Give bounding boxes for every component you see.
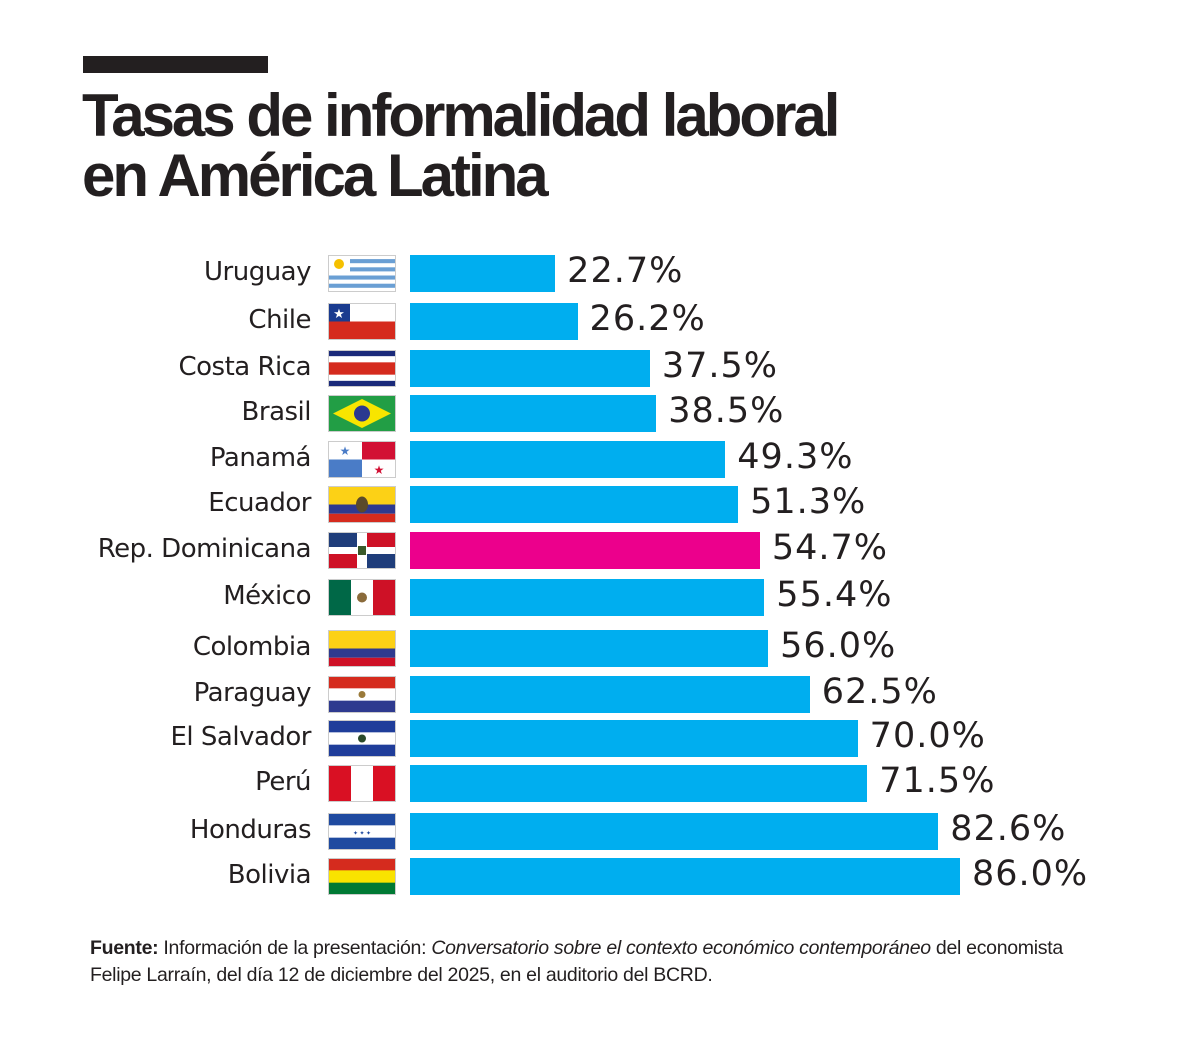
flag-bolivia-icon bbox=[328, 858, 396, 895]
bar bbox=[410, 579, 765, 616]
svg-text:★: ★ bbox=[333, 306, 345, 321]
bar bbox=[410, 303, 578, 340]
value-label: 55.4% bbox=[776, 575, 893, 615]
flag-peru-icon bbox=[328, 765, 396, 802]
flag-mexico-icon bbox=[328, 579, 396, 616]
value-label: 70.0% bbox=[869, 716, 986, 756]
svg-text:★: ★ bbox=[340, 444, 351, 458]
flag-panama-icon: ★★ bbox=[328, 441, 396, 478]
bar bbox=[410, 765, 868, 802]
value-label: 49.3% bbox=[737, 437, 854, 477]
category-label: Colombia bbox=[192, 632, 312, 662]
chart-title: Tasas de informalidad laboral en América… bbox=[82, 82, 840, 209]
value-label: 71.5% bbox=[879, 761, 996, 801]
flag-ecuador-icon bbox=[328, 486, 396, 523]
flag-rep-dominicana-icon bbox=[328, 532, 396, 569]
category-label: Brasil bbox=[241, 397, 312, 427]
value-label: 37.5% bbox=[661, 346, 778, 386]
category-label: Rep. Dominicana bbox=[97, 534, 312, 564]
category-label: Bolivia bbox=[227, 860, 312, 890]
category-label: Ecuador bbox=[208, 488, 311, 518]
category-label: Panamá bbox=[209, 443, 312, 473]
footnote-label: Fuente: bbox=[90, 937, 159, 959]
title-line-1: Tasas de informalidad laboral bbox=[82, 82, 840, 149]
bar bbox=[410, 676, 810, 713]
value-label: 22.7% bbox=[567, 251, 684, 291]
bar bbox=[410, 486, 739, 523]
flag-honduras-icon: ✦ ✦ ✦ bbox=[328, 813, 396, 850]
bar bbox=[410, 532, 760, 569]
category-label: Perú bbox=[255, 767, 311, 797]
flag-brasil-icon bbox=[328, 395, 396, 432]
bar bbox=[410, 350, 650, 387]
bar bbox=[410, 255, 556, 292]
category-label: Costa Rica bbox=[178, 352, 311, 382]
svg-text:✦ ✦ ✦: ✦ ✦ ✦ bbox=[353, 830, 371, 837]
footnote: Fuente: Información de la presentación: … bbox=[90, 935, 1100, 989]
value-label: 54.7% bbox=[771, 528, 888, 568]
bar bbox=[410, 395, 657, 432]
bar bbox=[410, 630, 769, 667]
category-label: Chile bbox=[248, 305, 311, 335]
bar bbox=[410, 720, 858, 757]
footnote-text-end: del economista Felipe Larraín, del día 1… bbox=[90, 937, 1063, 986]
category-label: El Salvador bbox=[170, 722, 312, 752]
value-label: 51.3% bbox=[750, 482, 867, 522]
value-label: 26.2% bbox=[589, 299, 706, 339]
bar bbox=[410, 813, 939, 850]
decorative-bar bbox=[83, 56, 268, 73]
flag-colombia-icon bbox=[328, 630, 396, 667]
title-line-2: en América Latina bbox=[82, 142, 549, 209]
flag-el-salvador-icon bbox=[328, 720, 396, 757]
value-label: 56.0% bbox=[780, 626, 897, 666]
value-label: 62.5% bbox=[821, 672, 938, 712]
category-label: Uruguay bbox=[204, 257, 312, 287]
footnote-text: Información de la presentación: bbox=[158, 937, 432, 959]
category-label: Paraguay bbox=[193, 678, 312, 708]
footnote-source-title: Conversatorio sobre el contexto económic… bbox=[431, 937, 931, 959]
bar bbox=[410, 858, 960, 895]
flag-uruguay-icon bbox=[328, 255, 396, 292]
flag-costa-rica-icon bbox=[328, 350, 396, 387]
category-label: Honduras bbox=[189, 815, 312, 845]
bar bbox=[410, 441, 726, 478]
value-label: 86.0% bbox=[972, 854, 1089, 894]
svg-text:★: ★ bbox=[374, 463, 385, 477]
category-label: México bbox=[223, 581, 311, 611]
value-label: 38.5% bbox=[668, 391, 785, 431]
value-label: 82.6% bbox=[950, 809, 1067, 849]
flag-chile-icon: ★ bbox=[328, 303, 396, 340]
flag-paraguay-icon bbox=[328, 676, 396, 713]
